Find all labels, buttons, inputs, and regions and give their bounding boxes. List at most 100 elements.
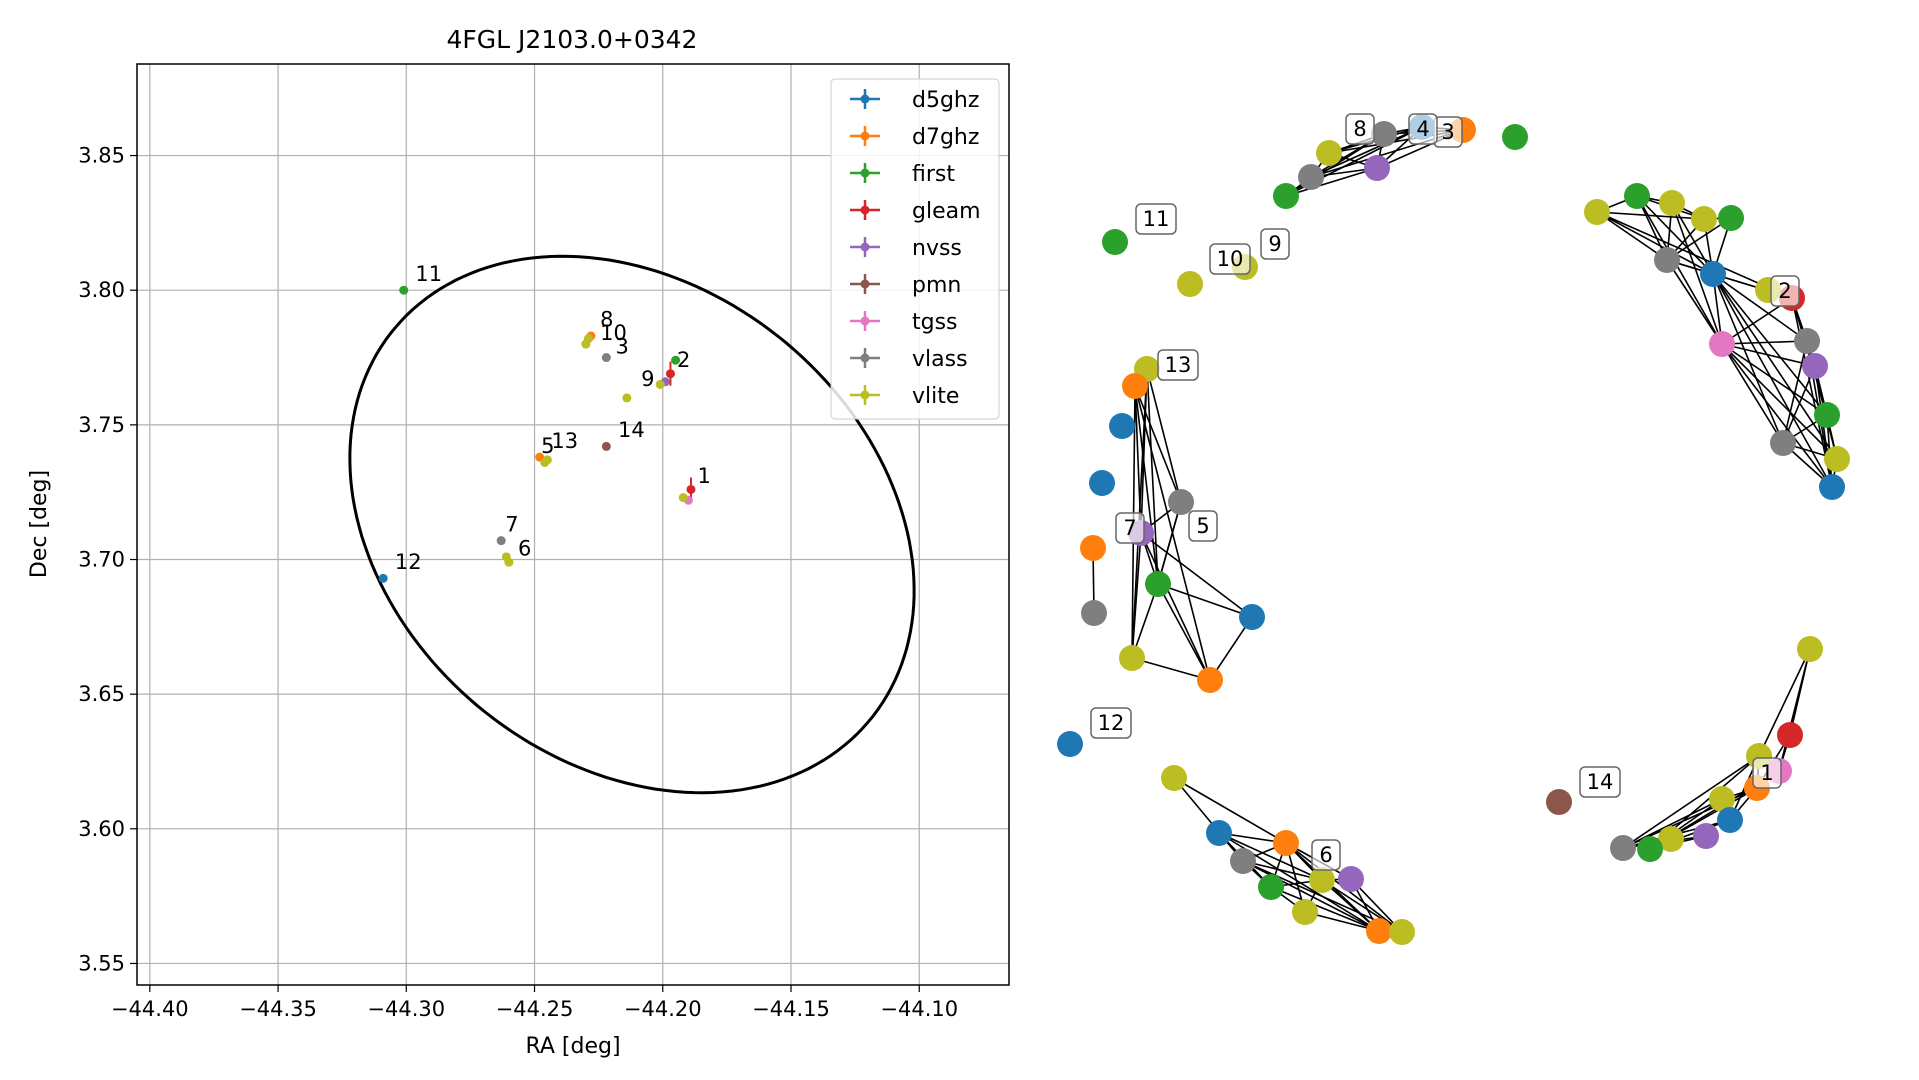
- graph-label-text: 11: [1143, 207, 1170, 231]
- point-vlite: [583, 334, 593, 344]
- graph-edge: [1131, 532, 1142, 659]
- graph-edge: [1721, 343, 1838, 460]
- legend-marker-dot: [860, 168, 870, 178]
- legend-label: gleam: [912, 199, 981, 224]
- graph-node-vlass: [1770, 430, 1796, 456]
- point-vlite: [678, 493, 688, 503]
- graph-node-vlite: [1177, 271, 1203, 297]
- x-tick-label: −44.30: [367, 997, 445, 1021]
- point-pmn: [601, 441, 611, 451]
- legend-marker-dot: [860, 353, 870, 363]
- graph-node-first: [1258, 874, 1284, 900]
- graph-label-text: 10: [1217, 247, 1244, 271]
- graph-label-text: 12: [1098, 711, 1125, 735]
- point-vlite: [504, 557, 514, 567]
- graph-node-vlite: [1709, 786, 1735, 812]
- graph-node-vlass: [1230, 848, 1256, 874]
- graph-label: 14: [1579, 766, 1621, 798]
- legend-marker-dot: [860, 131, 870, 141]
- point-label: 8: [600, 308, 613, 332]
- y-tick-label: 3.60: [78, 817, 125, 841]
- graph-edge: [1173, 777, 1287, 844]
- graph-label-box: [1345, 113, 1375, 145]
- graph-node-d5ghz: [1057, 731, 1083, 757]
- graph-node-first: [1814, 402, 1840, 428]
- graph-edge: [1671, 202, 1714, 275]
- graph-node-vlite: [1584, 199, 1610, 225]
- graph-label: 9: [1260, 228, 1290, 260]
- graph-edge: [1157, 583, 1211, 681]
- graph-node-d5ghz: [1206, 820, 1232, 846]
- graph-node-nvss: [1364, 155, 1390, 181]
- legend-entry-gleam: gleam: [850, 199, 981, 224]
- graph-label-text: 3: [1441, 120, 1454, 144]
- graph-label-text: 6: [1319, 843, 1332, 867]
- graph-edge: [1782, 365, 1816, 444]
- graph-node-nvss: [1338, 866, 1364, 892]
- graph-edge: [1782, 340, 1808, 444]
- graph-edge: [1636, 195, 1714, 275]
- x-axis-label: RA [deg]: [525, 1034, 620, 1059]
- graph-label-box: [1135, 203, 1177, 235]
- y-tick-label: 3.65: [78, 682, 125, 706]
- graph-label: 3: [1433, 116, 1463, 148]
- graph-label-box: [1311, 839, 1341, 871]
- y-axis-ticks: 3.55 3.60 3.65 3.70 3.75 3.80 3.85: [78, 144, 137, 975]
- graph-edge: [1131, 583, 1159, 659]
- graph-label-box: [1090, 707, 1132, 739]
- graph-node-d7ghz: [1197, 667, 1223, 693]
- graph-edge: [1134, 385, 1182, 503]
- graph-label-box: [1209, 243, 1251, 275]
- point-label: 1: [698, 464, 711, 488]
- graph-label-box: [1260, 228, 1290, 260]
- graph-label: 5: [1188, 510, 1218, 542]
- graph-edge: [1140, 532, 1253, 618]
- graph-edge: [1270, 886, 1380, 932]
- graph-edge: [1671, 202, 1723, 345]
- graph-label-text: 2: [1778, 279, 1791, 303]
- y-tick-label: 3.55: [78, 951, 125, 975]
- x-axis-ticks: −44.40 −44.35 −44.30 −44.25 −44.20 −44.15 −44.…: [111, 985, 958, 1021]
- graph-label-box: [1188, 510, 1218, 542]
- graph-edge: [1596, 211, 1668, 261]
- point-label: 12: [395, 550, 422, 574]
- x-tick-label: −44.15: [752, 997, 830, 1021]
- graph-node-vlite: [1292, 899, 1318, 925]
- legend-label: d7ghz: [912, 125, 979, 150]
- legend-marker-dot: [860, 94, 870, 104]
- graph-label: 10: [1209, 243, 1251, 275]
- graph-label: 11: [1135, 203, 1177, 235]
- graph-edge: [1157, 501, 1182, 585]
- graph-label-box: [1115, 512, 1145, 544]
- point-first: [671, 355, 681, 365]
- legend-entry-first: first: [850, 162, 955, 187]
- graph-node-vlite: [1824, 446, 1850, 472]
- y-tick-label: 3.70: [78, 548, 125, 572]
- graph-edge: [1596, 211, 1714, 275]
- legend-label: tgss: [912, 310, 958, 335]
- graph-node-first: [1624, 183, 1650, 209]
- graph-edge: [1134, 385, 1142, 534]
- graph-node-vlass: [1081, 600, 1107, 626]
- point-label: 9: [641, 367, 654, 391]
- graph-label-text: 13: [1165, 353, 1192, 377]
- legend-entry-tgss: tgss: [850, 310, 958, 335]
- data-points: [378, 285, 696, 583]
- legend-label: vlite: [912, 384, 959, 409]
- graph-edge: [1778, 648, 1811, 772]
- graph-edge: [1712, 273, 1808, 342]
- x-tick-label: −44.25: [496, 997, 574, 1021]
- point-gleam: [665, 361, 675, 386]
- graph-edge: [1721, 343, 1828, 416]
- legend: d5ghz d7ghz first gleam nvss pmn tgss vlass vlit…: [830, 78, 1000, 420]
- graph-label: 2: [1770, 275, 1800, 307]
- graph-node-vlass: [1298, 164, 1324, 190]
- graph-label-text: 5: [1196, 514, 1209, 538]
- graph-node-first: [1102, 229, 1128, 255]
- graph-label: 7: [1115, 512, 1145, 544]
- graph-edge: [1712, 273, 1784, 444]
- point-d5ghz: [378, 573, 388, 583]
- chart-title: 4FGL J2103.0+0342: [447, 25, 698, 54]
